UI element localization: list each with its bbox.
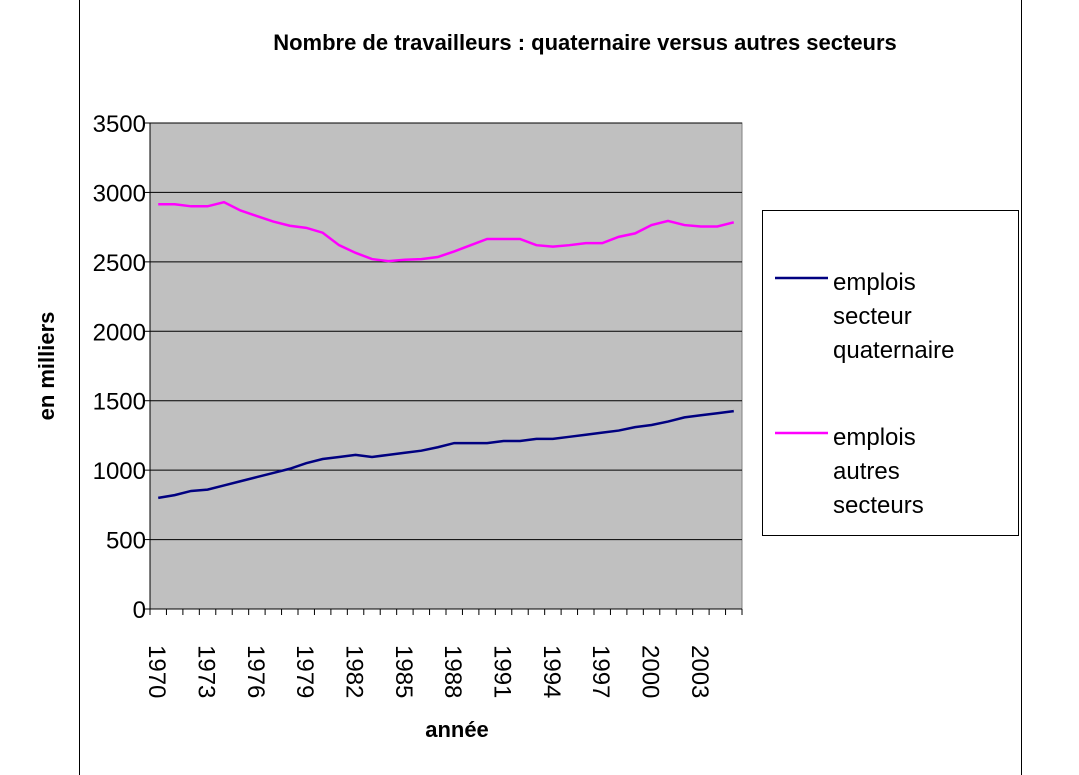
x-tick-label: 1979 [291,645,318,698]
series-line [158,200,735,263]
chart-title: Nombre de travailleurs : quaternaire ver… [273,30,897,55]
x-tick-label: 1991 [489,645,516,698]
legend-label: emplois secteur quaternaire [833,269,955,364]
x-tick-label: 1976 [242,645,269,698]
legend-box [762,210,1019,536]
x-tick-label: 2003 [686,645,713,698]
x-tick-label: 2000 [637,645,664,698]
y-tick-label: 1500 [93,389,146,416]
x-tick-label: 1997 [587,645,614,698]
y-axis-label: en milliers [34,312,59,421]
x-tick-label: 1994 [538,645,565,698]
y-tick-label: 1000 [93,458,146,485]
y-tick-label: 2500 [93,250,146,277]
x-tick-label: 1982 [341,645,368,698]
x-tick-label: 1970 [143,645,170,698]
series-line [158,409,734,500]
y-tick-label: 2000 [93,319,146,346]
y-tick-label: 3000 [93,180,146,207]
y-tick-label: 3500 [93,111,146,138]
x-axis-label: année [425,717,489,742]
legend-label: emplois autres secteurs [833,424,924,519]
x-tick-label: 1988 [439,645,466,698]
x-tick-label: 1973 [193,645,220,698]
x-tick-label: 1985 [390,645,417,698]
y-tick-label: 500 [106,528,146,555]
y-tick-label: 0 [133,597,146,624]
plot-area [149,122,743,610]
